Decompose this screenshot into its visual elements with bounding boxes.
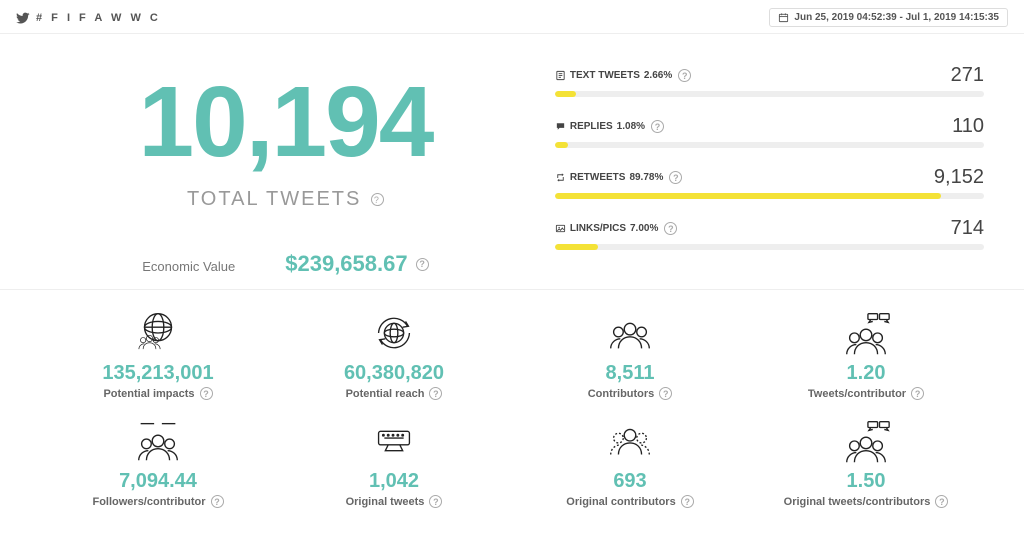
metric-card: 1,042 Original tweets ? xyxy=(276,416,512,508)
help-icon[interactable]: ? xyxy=(200,387,213,400)
metric-value: 1.50 xyxy=(748,470,984,493)
breakdown-item: TEXT TWEETS 2.66% ? 271 xyxy=(555,64,984,97)
metric-label: Original tweets/contributors ? xyxy=(748,495,984,508)
metric-value: 693 xyxy=(512,470,748,493)
help-icon[interactable]: ? xyxy=(429,387,442,400)
hashtag-text: # F I F A W W C xyxy=(36,12,161,24)
hero: 10,194 TOTAL TWEETS ? Economic Value $23… xyxy=(40,54,531,277)
users-dotted-icon xyxy=(512,416,748,466)
help-icon[interactable]: ? xyxy=(664,222,677,235)
economic-value: $239,658.67 ? xyxy=(285,251,428,277)
bar-track xyxy=(555,142,984,148)
metric-label: Original contributors ? xyxy=(512,495,748,508)
bar-fill xyxy=(555,91,576,97)
bar-track xyxy=(555,244,984,250)
metric-value: 1.20 xyxy=(748,362,984,385)
retweet-icon xyxy=(555,172,566,183)
help-icon[interactable]: ? xyxy=(678,69,691,82)
economic-value-label: Economic Value xyxy=(142,259,235,274)
help-icon[interactable]: ? xyxy=(935,495,948,508)
metric-value: 8,511 xyxy=(512,362,748,385)
metric-label: Followers/contributor ? xyxy=(40,495,276,508)
help-icon[interactable]: ? xyxy=(429,495,442,508)
metric-card: 1.20 Tweets/contributor ? xyxy=(748,308,984,400)
bar-fill xyxy=(555,193,941,199)
hashtag: # F I F A W W C xyxy=(16,11,161,25)
globe-arrows-icon xyxy=(276,308,512,358)
image-icon xyxy=(555,223,566,234)
breakdown-label: RETWEETS 89.78% ? xyxy=(555,171,682,184)
breakdown-item: RETWEETS 89.78% ? 9,152 xyxy=(555,166,984,199)
metrics-grid: 135,213,001 Potential impacts ? 60,380,8… xyxy=(0,290,1024,522)
metric-card: 8,511 Contributors ? xyxy=(512,308,748,400)
users-speech-icon xyxy=(748,416,984,466)
breakdown-count: 9,152 xyxy=(934,166,984,189)
help-icon[interactable]: ? xyxy=(211,495,224,508)
breakdown-count: 714 xyxy=(951,217,984,240)
metric-card: 135,213,001 Potential impacts ? xyxy=(40,308,276,400)
bar-track xyxy=(555,91,984,97)
help-icon[interactable]: ? xyxy=(416,258,429,271)
globe-users-icon xyxy=(40,308,276,358)
breakdown-label: LINKS/PICS 7.00% ? xyxy=(555,222,677,235)
text-icon xyxy=(555,70,566,81)
metric-card: 7,094.44 Followers/contributor ? xyxy=(40,416,276,508)
help-icon[interactable]: ? xyxy=(911,387,924,400)
metric-card: 60,380,820 Potential reach ? xyxy=(276,308,512,400)
metric-card: 1.50 Original tweets/contributors ? xyxy=(748,416,984,508)
metric-card: 693 Original contributors ? xyxy=(512,416,748,508)
keyboard-icon xyxy=(276,416,512,466)
breakdown-item: LINKS/PICS 7.00% ? 714 xyxy=(555,217,984,250)
bar-fill xyxy=(555,142,568,148)
users-speech-icon xyxy=(748,308,984,358)
top-section: 10,194 TOTAL TWEETS ? Economic Value $23… xyxy=(0,34,1024,290)
help-icon[interactable]: ? xyxy=(651,120,664,133)
metric-value: 1,042 xyxy=(276,470,512,493)
economic-value-row: Economic Value $239,658.67 ? xyxy=(40,251,531,277)
total-tweets-value: 10,194 xyxy=(40,72,531,172)
users-lines-icon xyxy=(40,416,276,466)
twitter-icon xyxy=(16,11,30,25)
bar-fill xyxy=(555,244,598,250)
help-icon[interactable]: ? xyxy=(681,495,694,508)
reply-icon xyxy=(555,121,566,132)
breakdown-label: TEXT TWEETS 2.66% ? xyxy=(555,69,691,82)
metric-value: 7,094.44 xyxy=(40,470,276,493)
breakdown-count: 110 xyxy=(952,115,984,138)
breakdown-item: REPLIES 1.08% ? 110 xyxy=(555,115,984,148)
metric-value: 135,213,001 xyxy=(40,362,276,385)
date-range-text: Jun 25, 2019 04:52:39 - Jul 1, 2019 14:1… xyxy=(794,12,999,23)
breakdown-label: REPLIES 1.08% ? xyxy=(555,120,664,133)
help-icon[interactable]: ? xyxy=(669,171,682,184)
calendar-icon xyxy=(778,12,789,23)
metric-label: Original tweets ? xyxy=(276,495,512,508)
metric-label: Potential impacts ? xyxy=(40,387,276,400)
date-range[interactable]: Jun 25, 2019 04:52:39 - Jul 1, 2019 14:1… xyxy=(769,8,1008,27)
metric-label: Contributors ? xyxy=(512,387,748,400)
bar-track xyxy=(555,193,984,199)
total-tweets-label: TOTAL TWEETS ? xyxy=(40,188,531,211)
help-icon[interactable]: ? xyxy=(659,387,672,400)
metric-label: Tweets/contributor ? xyxy=(748,387,984,400)
metric-label: Potential reach ? xyxy=(276,387,512,400)
users-icon xyxy=(512,308,748,358)
breakdown-bars: TEXT TWEETS 2.66% ? 271 REPLIES 1.08% ? … xyxy=(531,54,984,277)
breakdown-count: 271 xyxy=(951,64,984,87)
metric-value: 60,380,820 xyxy=(276,362,512,385)
header-bar: # F I F A W W C Jun 25, 2019 04:52:39 - … xyxy=(0,0,1024,34)
help-icon[interactable]: ? xyxy=(371,193,384,206)
